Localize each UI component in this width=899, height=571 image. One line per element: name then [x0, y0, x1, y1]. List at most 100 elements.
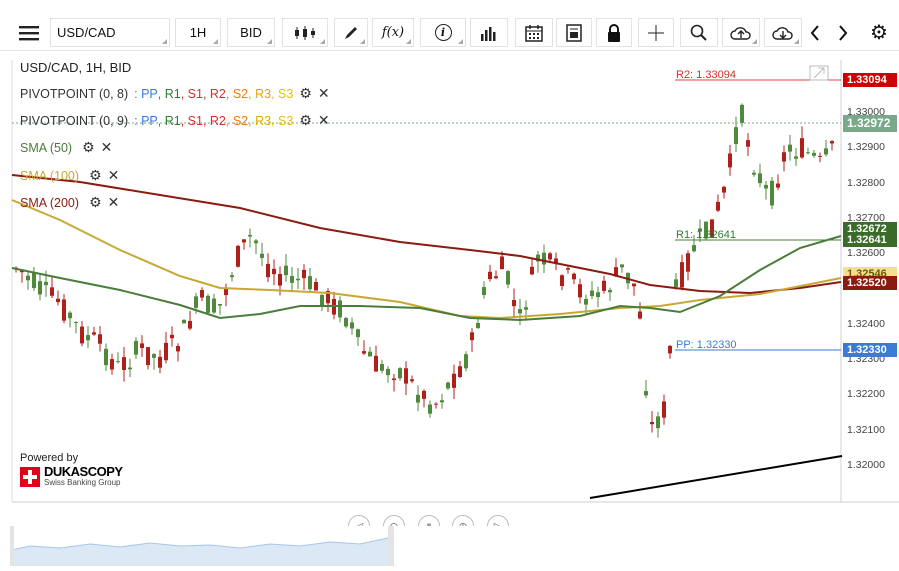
- candle: [314, 281, 318, 291]
- navigator-area: [12, 538, 388, 566]
- candle: [674, 279, 678, 287]
- candle: [242, 239, 246, 243]
- y-tick: 1.32700: [847, 212, 885, 224]
- y-tick: 1.32100: [847, 424, 885, 436]
- candle: [770, 180, 774, 206]
- timeframe-select[interactable]: 1H: [175, 18, 221, 47]
- candle: [596, 292, 600, 297]
- sma-100-indicator[interactable]: SMA (100) ⚙ ✕: [20, 167, 119, 184]
- y-tick: 1.32200: [847, 388, 885, 400]
- candle: [272, 268, 276, 275]
- candle: [590, 290, 594, 297]
- candle: [830, 141, 834, 144]
- candle: [170, 334, 174, 339]
- draw-tool-button[interactable]: [334, 18, 368, 47]
- symbol-select[interactable]: USD/CAD: [50, 18, 170, 47]
- candle: [662, 401, 666, 418]
- pivot-indicator-1[interactable]: PIVOTPOINT (0, 8) : PP, R1, S1, R2, S2, …: [20, 85, 330, 102]
- info-icon: i: [434, 24, 452, 41]
- cloud-download-icon: [772, 26, 793, 40]
- candle: [704, 221, 708, 239]
- candle: [776, 183, 780, 188]
- candle: [146, 347, 150, 366]
- gear-icon[interactable]: ⚙: [89, 194, 102, 210]
- pivot-indicator-2[interactable]: PIVOTPOINT (0, 9) : PP, R1, S1, R2, S2, …: [20, 112, 330, 129]
- candle: [80, 326, 84, 344]
- pivot-2-r2: , R2: [202, 113, 226, 128]
- candle: [710, 219, 714, 238]
- y-tick: 1.32600: [847, 247, 885, 259]
- candle: [308, 276, 312, 290]
- candle: [578, 284, 582, 298]
- candles-group: [14, 103, 834, 438]
- candle: [68, 312, 72, 319]
- close-icon[interactable]: ✕: [100, 139, 113, 155]
- candle: [470, 332, 474, 341]
- candle: [110, 359, 114, 370]
- menu-button[interactable]: [12, 18, 46, 47]
- candle: [650, 421, 654, 425]
- candle: [458, 366, 462, 378]
- indicators-button[interactable]: f(x): [372, 18, 414, 47]
- candle: [338, 300, 342, 318]
- menu-icon: [19, 25, 39, 40]
- upload-button[interactable]: [722, 18, 760, 47]
- pivot-1-r1: , R1: [157, 86, 181, 101]
- close-icon[interactable]: ✕: [317, 112, 330, 128]
- candle: [302, 269, 306, 279]
- scroll-right-button[interactable]: [832, 18, 854, 47]
- info-button[interactable]: i: [420, 18, 466, 47]
- pivot-2-s2: , S2: [225, 113, 249, 128]
- close-icon[interactable]: ✕: [107, 194, 120, 210]
- chart-area[interactable]: USD/CAD, 1H, BID PIVOTPOINT (0, 8) : PP,…: [0, 50, 899, 571]
- price-type-select[interactable]: BID: [227, 18, 275, 47]
- close-icon[interactable]: ✕: [107, 167, 120, 183]
- price-chart[interactable]: [0, 50, 899, 571]
- candle: [536, 254, 540, 262]
- report-button[interactable]: [556, 18, 592, 47]
- calendar-button[interactable]: [515, 18, 553, 47]
- crosshair-button[interactable]: [638, 18, 674, 47]
- candle: [134, 340, 138, 355]
- navigator-handle-left[interactable]: [10, 526, 14, 566]
- volume-button[interactable]: [470, 18, 508, 47]
- lock-button[interactable]: [596, 18, 632, 47]
- trend-line: [589, 455, 843, 499]
- navigator-handle-right[interactable]: [388, 526, 394, 566]
- candle: [416, 394, 420, 403]
- r1-level-label: R1: 1.32641: [676, 229, 736, 241]
- sma-50-indicator[interactable]: SMA (50) ⚙ ✕: [20, 139, 112, 156]
- sma-100-line: [11, 199, 842, 320]
- magnifier-icon: [690, 24, 707, 41]
- candle: [620, 264, 624, 268]
- candle: [50, 287, 54, 296]
- candle: [422, 390, 426, 399]
- download-button[interactable]: [764, 18, 802, 47]
- gear-icon[interactable]: ⚙: [89, 167, 102, 183]
- candle: [374, 355, 378, 372]
- candle: [92, 332, 96, 335]
- sma-50-label: SMA (50): [20, 140, 73, 155]
- gear-icon[interactable]: ⚙: [82, 139, 95, 155]
- pivot-1-s2: , S2: [225, 86, 249, 101]
- sma-200-indicator[interactable]: SMA (200) ⚙ ✕: [20, 194, 119, 211]
- settings-button[interactable]: ⚙: [866, 18, 892, 47]
- candle: [428, 404, 432, 414]
- gear-icon[interactable]: ⚙: [299, 85, 312, 101]
- zoom-button[interactable]: [680, 18, 718, 47]
- gear-icon[interactable]: ⚙: [299, 112, 312, 128]
- navigator-strip[interactable]: [0, 526, 899, 566]
- candle: [104, 348, 108, 366]
- chart-type-button[interactable]: [282, 18, 328, 47]
- price-tag-sma50: 1.32672: [843, 222, 897, 236]
- candle: [404, 368, 408, 384]
- brand-block: Powered by DUKASCOPY Swiss Banking Group: [20, 452, 123, 487]
- price-tag-sma200: 1.32520: [843, 276, 897, 290]
- candle: [794, 156, 798, 159]
- candle: [512, 299, 516, 307]
- candle: [506, 271, 510, 285]
- close-icon[interactable]: ✕: [317, 85, 330, 101]
- pivot-1-label: PIVOTPOINT (0, 8): [20, 86, 129, 101]
- candle: [206, 295, 210, 313]
- scroll-left-button[interactable]: [804, 18, 826, 47]
